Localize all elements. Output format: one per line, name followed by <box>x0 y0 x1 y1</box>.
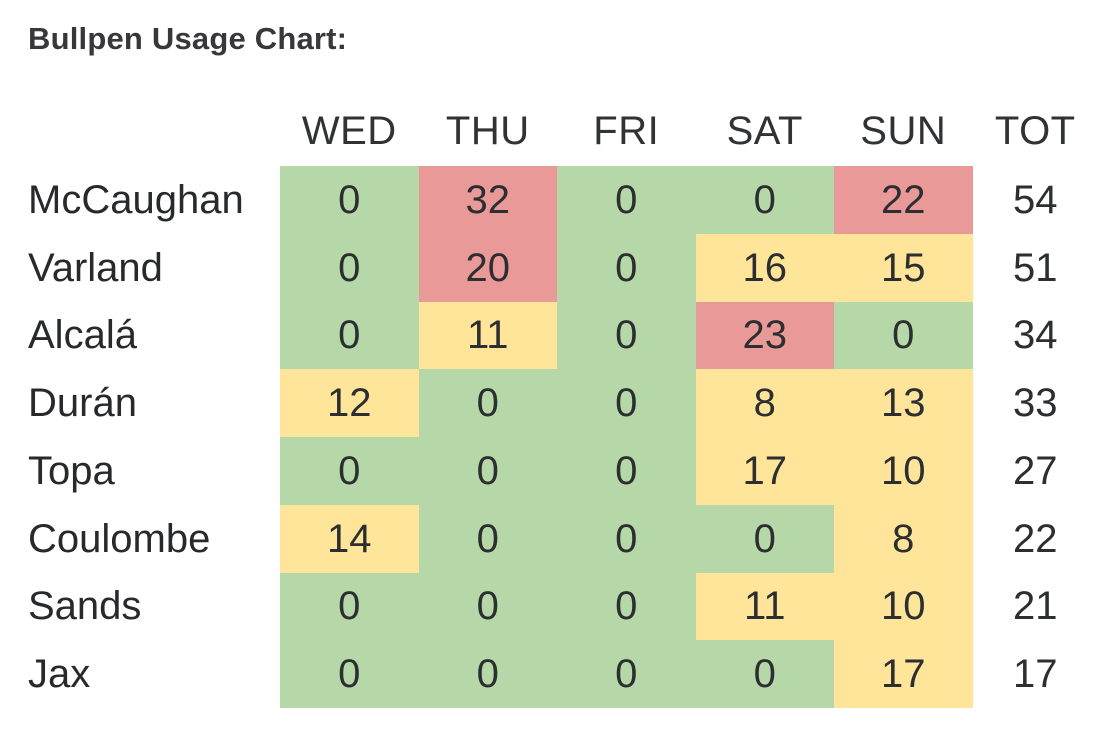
usage-cell: 0 <box>557 233 696 302</box>
column-header-thu: THU <box>445 108 530 153</box>
usage-cell: 8 <box>695 369 834 437</box>
usage-cell: 0 <box>834 301 973 370</box>
usage-cell: 0 <box>418 572 557 641</box>
column-header-sat: SAT <box>726 108 803 153</box>
total-cell: 22 <box>1013 516 1058 561</box>
usage-cell: 0 <box>418 640 557 708</box>
usage-cell: 14 <box>280 504 419 573</box>
corner-header <box>0 96 280 166</box>
player-name: Topa <box>28 448 115 493</box>
usage-cell: 22 <box>834 166 973 234</box>
table-body: McCaughan 0 32 0 0 22 54 Varland 0 20 0 16 15 51 Alcal… <box>0 166 1098 708</box>
player-name: Coulombe <box>28 516 211 561</box>
usage-cell: 11 <box>418 301 557 370</box>
usage-cell: 20 <box>418 233 557 302</box>
total-cell: 54 <box>1013 177 1058 222</box>
player-name: Durán <box>28 381 137 426</box>
player-name: Alcalá <box>28 313 137 358</box>
total-cell: 33 <box>1013 381 1058 426</box>
total-cell: 34 <box>1013 313 1058 358</box>
usage-cell: 0 <box>557 166 696 234</box>
player-row: Coulombe 14 0 0 0 8 22 <box>0 504 1098 573</box>
total-cell: 17 <box>1013 652 1058 697</box>
usage-cell: 0 <box>695 166 834 234</box>
usage-cell: 17 <box>834 640 973 708</box>
usage-cell: 0 <box>280 166 419 234</box>
usage-cell: 0 <box>557 437 696 505</box>
usage-cell: 16 <box>695 233 834 302</box>
usage-cell: 0 <box>280 301 419 370</box>
usage-cell: 0 <box>557 572 696 641</box>
total-cell: 51 <box>1013 245 1058 290</box>
usage-cell: 0 <box>280 437 419 505</box>
player-name: Jax <box>28 652 91 697</box>
usage-cell: 10 <box>834 437 973 505</box>
usage-cell: 0 <box>418 437 557 505</box>
usage-cell: 12 <box>280 369 419 437</box>
usage-cell: 0 <box>280 640 419 708</box>
player-row: Varland 0 20 0 16 15 51 <box>0 233 1098 302</box>
usage-cell: 15 <box>834 233 973 302</box>
usage-cell: 23 <box>695 301 834 370</box>
usage-cell: 17 <box>695 437 834 505</box>
player-row: Jax 0 0 0 0 17 17 <box>0 640 1098 708</box>
usage-cell: 0 <box>418 504 557 573</box>
player-name: Varland <box>28 245 163 290</box>
usage-cell: 0 <box>418 369 557 437</box>
player-row: Durán 12 0 0 8 13 33 <box>0 369 1098 437</box>
column-header-wed: WED <box>301 108 397 153</box>
bullpen-usage-table: WED THU FRI SAT SUN TOT McCaughan 0 32 0 0 22 54 Var… <box>0 96 1098 708</box>
column-header-fri: FRI <box>593 108 660 153</box>
usage-cell: 0 <box>695 504 834 573</box>
usage-cell: 0 <box>280 572 419 641</box>
usage-cell: 0 <box>557 640 696 708</box>
usage-cell: 0 <box>557 369 696 437</box>
usage-cell: 8 <box>834 504 973 573</box>
column-header-sun: SUN <box>860 108 947 153</box>
usage-cell: 32 <box>418 166 557 234</box>
usage-cell: 10 <box>834 572 973 641</box>
page-title: Bullpen Usage Chart: <box>28 21 348 56</box>
usage-cell: 0 <box>557 301 696 370</box>
usage-cell: 0 <box>557 504 696 573</box>
player-row: Alcalá 0 11 0 23 0 34 <box>0 301 1098 370</box>
player-row: Topa 0 0 0 17 10 27 <box>0 437 1098 505</box>
usage-cell: 0 <box>280 233 419 302</box>
usage-cell: 11 <box>695 572 834 641</box>
player-name: Sands <box>28 584 142 629</box>
player-row: McCaughan 0 32 0 0 22 54 <box>0 166 1098 234</box>
usage-cell: 13 <box>834 369 973 437</box>
table-header: WED THU FRI SAT SUN TOT <box>0 96 1098 166</box>
total-cell: 27 <box>1013 448 1058 493</box>
total-cell: 21 <box>1013 584 1058 629</box>
header-row: WED THU FRI SAT SUN TOT <box>0 96 1098 166</box>
player-row: Sands 0 0 0 11 10 21 <box>0 572 1098 641</box>
player-name: McCaughan <box>28 177 244 222</box>
column-header-tot: TOT <box>994 108 1076 153</box>
usage-cell: 0 <box>695 640 834 708</box>
